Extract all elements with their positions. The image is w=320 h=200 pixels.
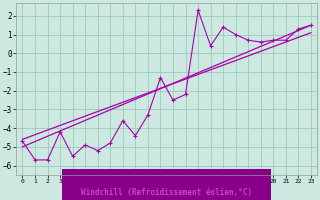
X-axis label: Windchill (Refroidissement éolien,°C): Windchill (Refroidissement éolien,°C) <box>81 188 252 197</box>
